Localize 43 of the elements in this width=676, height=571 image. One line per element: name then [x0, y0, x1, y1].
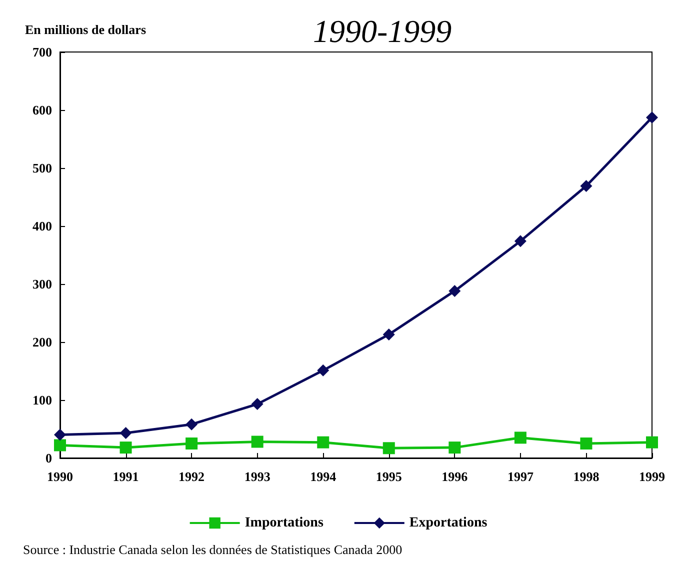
point — [580, 180, 592, 192]
point — [120, 427, 132, 440]
point — [514, 432, 526, 444]
point — [186, 438, 198, 450]
x-tick-label: 1993 — [244, 469, 271, 484]
x-tick-label: 1995 — [376, 469, 402, 484]
legend-label: Importations — [244, 516, 324, 530]
y-tick-label: 600 — [32, 102, 52, 118]
point — [317, 436, 330, 448]
legend-label: Exportations — [409, 516, 488, 530]
point — [251, 436, 264, 448]
point — [382, 442, 395, 454]
point — [646, 112, 658, 124]
point — [382, 328, 395, 340]
point — [186, 418, 198, 430]
x-tick-label: 1994 — [310, 469, 337, 484]
y-tick-label: 100 — [32, 392, 52, 408]
x-tick-label: 1990 — [47, 469, 73, 484]
point — [514, 235, 526, 248]
x-tick-label: 1991 — [112, 469, 139, 484]
y-tick-label: 500 — [32, 160, 52, 176]
x-tick-label: 1996 — [442, 469, 468, 484]
point — [580, 438, 592, 450]
y-axis-title: En millions de dollars — [25, 22, 146, 37]
source-note: Source : Industrie Canada selon les données de Statistiques Canada 2000 — [23, 542, 402, 557]
x-tick-label: 1999 — [639, 469, 666, 484]
x-tick-label: 1997 — [507, 469, 534, 484]
point — [448, 442, 461, 454]
y-tick-label: 0 — [46, 450, 52, 466]
point — [120, 442, 132, 454]
y-tick-label: 700 — [32, 44, 52, 60]
point — [54, 439, 66, 452]
x-tick-label: 1992 — [178, 469, 205, 484]
point — [251, 398, 264, 410]
point — [646, 436, 658, 448]
y-tick-label: 200 — [32, 334, 52, 350]
chart-title: 1990-1999 — [313, 13, 452, 49]
point — [54, 428, 66, 441]
y-tick-label: 400 — [32, 218, 52, 234]
y-tick-label: 300 — [32, 276, 52, 292]
point — [448, 284, 461, 297]
point — [317, 364, 330, 376]
x-tick-label: 1998 — [573, 469, 600, 484]
